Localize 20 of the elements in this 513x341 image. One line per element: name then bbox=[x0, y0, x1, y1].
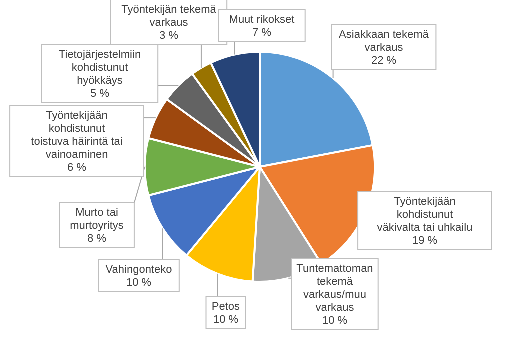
data-label: 5 % bbox=[90, 88, 110, 100]
data-label: 8 % bbox=[88, 233, 107, 245]
data-label: 19 % bbox=[412, 235, 438, 247]
slice-label: Työntekijään kohdistunut väkivalta tai uhkailu bbox=[377, 196, 473, 234]
data-label: 7 % bbox=[252, 27, 272, 39]
slice-label: Työntekijän tekemä varkaus bbox=[122, 4, 218, 29]
data-label: 10 % bbox=[126, 277, 152, 289]
slice-label: Työntekijään kohdistunut toistuva häirintä tai vainoaminen bbox=[31, 110, 123, 161]
slice-label: Vahingonteko bbox=[106, 264, 172, 276]
slice-label: Murto tai murtoyritys bbox=[70, 207, 124, 232]
slice-label: Petos bbox=[212, 301, 241, 313]
slice-label: Asiakkaan tekemä varkaus bbox=[339, 29, 430, 54]
data-label: 22 % bbox=[371, 55, 397, 67]
data-label: 10 % bbox=[213, 314, 239, 326]
data-label: 10 % bbox=[322, 315, 348, 327]
slice-label: Muut rikokset bbox=[229, 14, 295, 26]
data-label: 3 % bbox=[160, 30, 179, 42]
data-label: 6 % bbox=[68, 162, 87, 174]
slice-label: Tuntemattoman tekemä varkaus/muu varkaus bbox=[296, 263, 374, 314]
slice-label: Tietojärjestelmiin kohdistunut hyökkäys bbox=[58, 49, 142, 87]
